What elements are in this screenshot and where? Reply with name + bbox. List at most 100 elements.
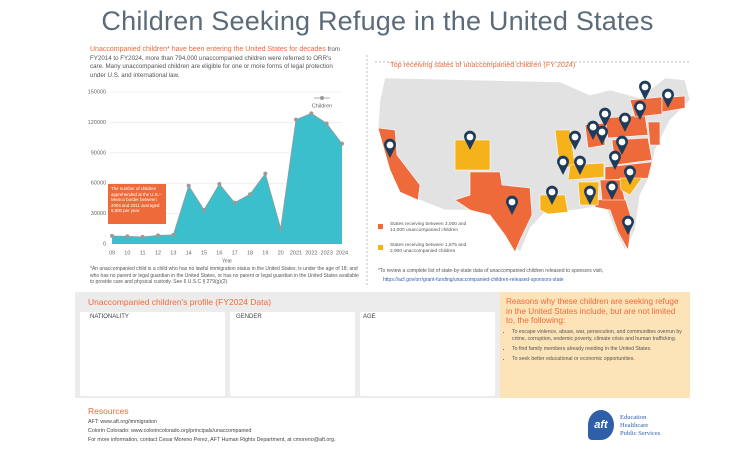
map-pin-dot: [611, 153, 619, 161]
data-point: [309, 111, 314, 116]
map-pin-dot: [601, 110, 609, 118]
map-title: Top receiving states of unaccompanied ch…: [390, 60, 576, 69]
map-pin-dot: [608, 183, 616, 191]
resource-line: Colorín Colorado: www.colorincolorado.or…: [88, 428, 252, 434]
legend-swatch: [378, 245, 383, 250]
x-tick-label: 2024: [336, 250, 348, 256]
data-point: [217, 182, 222, 187]
resource-line: AFT: www.aft.org/immigration: [88, 419, 157, 425]
map-pin-dot: [589, 123, 597, 131]
data-point: [294, 117, 298, 122]
state: [594, 197, 633, 251]
legend-swatch: [378, 224, 383, 229]
intro-heading: Unaccompanied children* have been enteri…: [90, 46, 326, 53]
resources-title: Resources: [88, 406, 129, 416]
y-tick-label: 120000: [88, 120, 106, 126]
data-point: [202, 207, 206, 212]
x-tick-label: 19: [262, 250, 268, 256]
data-point: [140, 234, 145, 239]
map-pin-dot: [641, 83, 649, 91]
x-axis-label: Year: [222, 258, 232, 264]
reasons-list: To escape violence, abuse, war, persecut…: [506, 329, 684, 363]
data-point: [186, 183, 191, 188]
map-pin-dot: [624, 218, 632, 226]
map-pin-dot: [508, 198, 516, 206]
logo-text: Healthcare: [620, 422, 649, 429]
card: [80, 312, 225, 396]
state: [647, 121, 661, 146]
map-legend-label: States receiving between 3,000 and 14,00…: [390, 222, 467, 233]
state: [539, 194, 569, 215]
map-pin-dot: [598, 128, 606, 136]
title: Children Seeking Refuge in the United St…: [101, 6, 654, 36]
map-pin-dot: [621, 115, 629, 123]
x-tick-label: 18: [247, 250, 253, 256]
data-point: [171, 232, 176, 237]
data-point: [156, 233, 160, 238]
y-tick-label: 150000: [88, 89, 106, 95]
data-point: [263, 171, 268, 176]
area: [112, 113, 342, 244]
annotation: The number of children apprehended at th…: [108, 184, 166, 224]
profile-title: Unaccompanied children's profile (FY2024…: [88, 297, 272, 307]
state: [454, 139, 491, 171]
x-tick-label: 09: [109, 250, 115, 256]
data-point: [232, 200, 237, 205]
footnote: *An unaccompanied child is a child who h…: [90, 266, 359, 286]
resource-line: For more information, contact Cesar More…: [88, 437, 336, 443]
data-point: [110, 233, 114, 238]
map-pin-dot: [636, 103, 644, 111]
x-tick-label: 2021: [290, 250, 302, 256]
map-pin-dot: [386, 141, 394, 149]
data-point: [248, 192, 252, 197]
logo-mark: aft: [588, 410, 614, 440]
intro: Unaccompanied children* have been enteri…: [90, 46, 345, 80]
x-tick-label: 13: [170, 250, 176, 256]
legend-label: Children: [312, 103, 332, 109]
reason: To seek better educational or economic o…: [512, 356, 684, 363]
x-tick-label: 11: [140, 250, 146, 256]
state: [454, 171, 533, 253]
x-tick-label: 17: [232, 250, 238, 256]
map-pin-dot: [466, 133, 474, 141]
x-tick-label: 10: [124, 250, 130, 256]
map-pin-dot: [618, 138, 626, 146]
x-tick-label: 15: [201, 250, 207, 256]
map-pin-dot: [559, 158, 567, 166]
x-tick-label: 14: [186, 250, 192, 256]
map-pin-dot: [571, 133, 579, 141]
state: [619, 177, 643, 196]
map-legend-label: States receiving between 1,675 and 2,900…: [390, 243, 467, 254]
y-tick-label: 30000: [91, 211, 106, 217]
logo-text: Education: [620, 414, 647, 421]
map-pin-dot: [586, 188, 594, 196]
map-pin-dot: [664, 91, 672, 99]
line: [111, 112, 343, 238]
reasons-title: Reasons why these children are seeking r…: [506, 297, 679, 326]
reasons-box: Reasons why these children are seeking r…: [500, 292, 690, 398]
x-tick-label: 2022: [305, 250, 317, 256]
data-point: [125, 234, 130, 239]
card-title: NATIONALITY: [90, 314, 129, 320]
x-tick-label: 16: [216, 250, 222, 256]
map-link[interactable]: https://acf.gov/orr/grant-funding/unacco…: [383, 277, 564, 283]
state: [567, 162, 605, 181]
data-point: [324, 121, 329, 126]
x-tick-label: 20: [278, 250, 284, 256]
card-title: AGE: [363, 314, 376, 320]
map-pin-dot: [576, 158, 584, 166]
y-tick-label: 90000: [91, 150, 106, 156]
map-pin-dot: [626, 168, 634, 176]
reason: To find family members already residing …: [512, 346, 684, 353]
map-note: *To review a complete list of state-by-s…: [378, 268, 604, 274]
x-tick-label: 12: [155, 250, 161, 256]
map-pin-dot: [548, 188, 556, 196]
data-point: [278, 226, 283, 231]
y-tick-label: 0: [103, 241, 106, 247]
y-tick-label: 60000: [91, 181, 106, 187]
reason: To escape violence, abuse, war, persecut…: [512, 329, 684, 343]
legend-marker: [320, 96, 324, 100]
card: [230, 312, 355, 396]
data-point: [340, 141, 344, 146]
